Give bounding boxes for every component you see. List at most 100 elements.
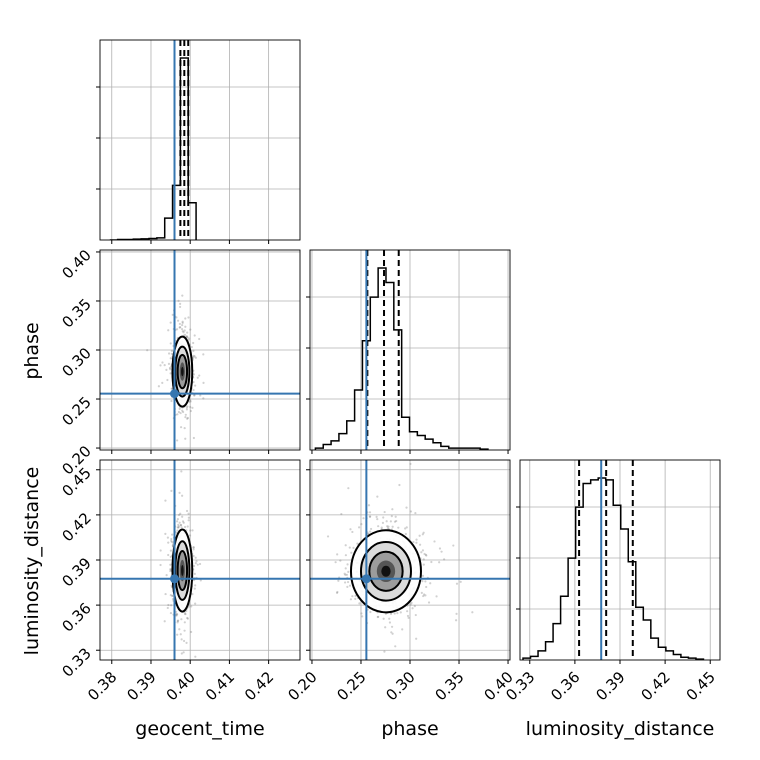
- plot-area: [109, 40, 197, 240]
- sample-point: [358, 602, 361, 605]
- sample-point: [164, 592, 167, 596]
- sample-point: [187, 519, 190, 522]
- sample-point: [193, 572, 196, 575]
- sample-point: [382, 516, 385, 519]
- sample-point: [170, 349, 174, 352]
- sample-point: [196, 563, 199, 566]
- sample-point: [167, 352, 171, 355]
- sample-point: [180, 618, 183, 621]
- sample-point: [192, 548, 195, 551]
- sample-point: [181, 330, 184, 333]
- sample-point: [181, 520, 185, 523]
- sample-point: [390, 631, 393, 634]
- sample-point: [423, 552, 426, 556]
- sample-point: [443, 558, 446, 561]
- sample-point: [438, 547, 442, 550]
- sample-point: [199, 579, 202, 582]
- sample-point: [186, 336, 189, 339]
- y-axis-label-luminosity-distance: luminosity_distance: [21, 467, 43, 656]
- x-tick-label: 0.25: [333, 668, 369, 704]
- injection-marker: [170, 389, 180, 399]
- sample-point: [296, 595, 298, 597]
- sample-point: [376, 495, 379, 498]
- sample-point: [186, 331, 189, 334]
- sample-point: [345, 573, 349, 576]
- sample-point: [188, 534, 192, 537]
- sample-point: [178, 322, 181, 326]
- sample-point: [171, 533, 174, 536]
- x-tick-label: 0.39: [592, 668, 628, 704]
- plot-area: [100, 250, 300, 450]
- sample-point: [180, 470, 183, 473]
- sample-point: [435, 595, 438, 598]
- sample-point: [180, 638, 183, 641]
- sample-point: [393, 520, 397, 523]
- sample-point: [183, 329, 186, 332]
- sample-point: [459, 580, 462, 583]
- sample-point: [184, 325, 187, 328]
- sample-point: [406, 610, 409, 613]
- sample-point: [179, 524, 182, 527]
- sample-point: [191, 406, 194, 409]
- sample-point: [187, 338, 190, 341]
- histogram-step-phase: [314, 267, 489, 450]
- sample-point: [343, 572, 346, 575]
- sample-point: [326, 535, 330, 538]
- y-tick-label: 0.42: [58, 509, 94, 545]
- sample-point: [182, 651, 185, 654]
- sample-point: [169, 368, 172, 371]
- sample-point: [179, 512, 182, 515]
- sample-point: [351, 595, 354, 598]
- sample-point: [184, 416, 187, 419]
- sample-point: [421, 574, 425, 577]
- sample-point: [405, 526, 408, 529]
- sample-point: [455, 612, 458, 615]
- sample-point: [375, 515, 378, 518]
- sample-point: [192, 436, 195, 440]
- sample-point: [454, 619, 458, 622]
- sample-point: [178, 326, 181, 329]
- sample-point: [186, 617, 189, 620]
- sample-point: [185, 509, 189, 513]
- sample-point: [183, 333, 187, 336]
- histogram-geocent_time: [96, 39, 301, 244]
- scatter-geocent_time-vs-luminosity_distance: 0.38 0.39 0.40 0.41 0.420.330.360.390.420.45: [58, 459, 301, 704]
- sample-point: [340, 512, 343, 516]
- sample-point: [401, 628, 404, 631]
- plot-area: [296, 460, 510, 660]
- sample-point: [181, 320, 184, 323]
- sample-point: [187, 512, 190, 515]
- sample-point: [418, 534, 421, 537]
- sample-point: [181, 323, 184, 327]
- density-contour: [381, 565, 391, 577]
- sample-point: [406, 614, 410, 618]
- sample-point: [171, 594, 174, 598]
- sample-point: [192, 349, 195, 352]
- sample-point: [344, 554, 347, 557]
- sample-point: [186, 416, 189, 420]
- sample-point: [429, 582, 432, 585]
- sample-point: [194, 556, 197, 559]
- sample-point: [394, 645, 397, 648]
- sample-point: [182, 331, 185, 334]
- sample-point: [170, 604, 173, 607]
- sample-point: [424, 553, 427, 556]
- sample-point: [440, 550, 443, 553]
- sample-point: [186, 417, 189, 420]
- sample-point: [425, 554, 428, 557]
- sample-point: [347, 570, 350, 573]
- sample-point: [433, 540, 436, 543]
- sample-point: [383, 510, 386, 514]
- sample-point: [349, 528, 352, 531]
- sample-point: [354, 594, 357, 597]
- sample-point: [193, 394, 196, 397]
- sample-point: [389, 612, 393, 616]
- sample-point: [171, 313, 174, 316]
- sample-point: [176, 619, 180, 622]
- sample-point: [425, 585, 428, 589]
- sample-point: [175, 614, 178, 617]
- sample-point: [202, 353, 205, 356]
- sample-point: [430, 560, 433, 564]
- sample-point: [202, 381, 205, 384]
- x-axis-label-luminosity-distance: luminosity_distance: [526, 718, 715, 740]
